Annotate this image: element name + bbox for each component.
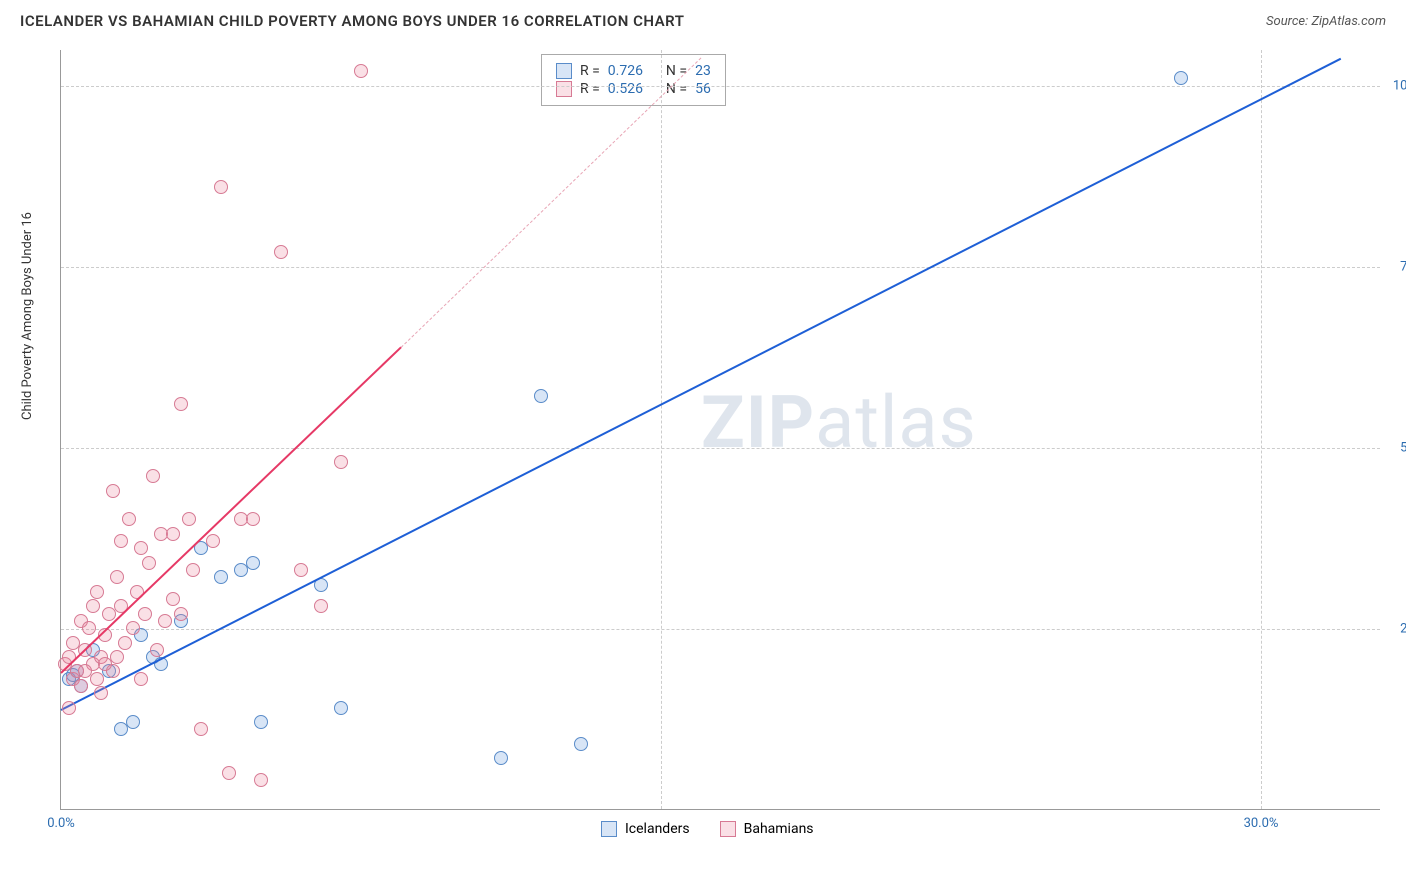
data-point <box>354 64 368 78</box>
data-point <box>62 701 76 715</box>
data-point <box>90 672 104 686</box>
data-point <box>94 686 108 700</box>
data-point <box>206 534 220 548</box>
data-point <box>146 469 160 483</box>
data-point <box>138 607 152 621</box>
gridline-vertical <box>1261 50 1262 809</box>
data-point <box>174 607 188 621</box>
data-point <box>246 512 260 526</box>
data-point <box>166 527 180 541</box>
data-point <box>90 585 104 599</box>
legend-item: Icelanders <box>601 821 690 837</box>
gridline-horizontal <box>61 86 1380 87</box>
data-point <box>182 512 196 526</box>
data-point <box>294 563 308 577</box>
data-point <box>334 701 348 715</box>
data-point <box>214 570 228 584</box>
data-point <box>254 715 268 729</box>
data-point <box>214 180 228 194</box>
series-swatch <box>601 821 617 837</box>
data-point <box>82 621 96 635</box>
data-point <box>166 592 180 606</box>
trend-line <box>61 57 1342 710</box>
data-point <box>74 679 88 693</box>
legend-item: Bahamians <box>720 821 814 837</box>
data-point <box>222 766 236 780</box>
data-point <box>574 737 588 751</box>
legend: Icelanders Bahamians <box>601 821 814 837</box>
data-point <box>110 650 124 664</box>
data-point <box>534 389 548 403</box>
data-point <box>126 621 140 635</box>
data-point <box>86 599 100 613</box>
series-swatch <box>556 81 572 97</box>
series-swatch <box>720 821 736 837</box>
trend-line <box>60 347 401 674</box>
series-swatch <box>556 63 572 79</box>
data-point <box>334 455 348 469</box>
data-point <box>1174 71 1188 85</box>
chart-area: ZIPatlas R = 0.726 N = 23R = 0.526 N = 5… <box>60 50 1380 850</box>
data-point <box>314 599 328 613</box>
data-point <box>142 556 156 570</box>
y-tick-label: 25.0% <box>1400 622 1406 637</box>
data-point <box>274 245 288 259</box>
data-point <box>150 643 164 657</box>
y-tick-label: 100.0% <box>1393 79 1406 94</box>
source-attribution: Source: ZipAtlas.com <box>1266 14 1386 29</box>
data-point <box>194 722 208 736</box>
y-tick-label: 50.0% <box>1400 441 1406 456</box>
y-axis-label: Child Poverty Among Boys Under 16 <box>20 212 35 420</box>
correlation-stats-box: R = 0.726 N = 23R = 0.526 N = 56 <box>541 54 726 106</box>
data-point <box>122 512 136 526</box>
gridline-horizontal <box>61 448 1380 449</box>
x-tick-label: 30.0% <box>1244 816 1279 831</box>
stats-row: R = 0.526 N = 56 <box>556 81 711 97</box>
chart-title: ICELANDER VS BAHAMIAN CHILD POVERTY AMON… <box>20 12 684 30</box>
plot-region: ZIPatlas R = 0.726 N = 23R = 0.526 N = 5… <box>60 50 1380 810</box>
data-point <box>174 397 188 411</box>
data-point <box>186 563 200 577</box>
data-point <box>158 614 172 628</box>
data-point <box>110 570 124 584</box>
y-tick-label: 75.0% <box>1400 260 1406 275</box>
data-point <box>134 541 148 555</box>
data-point <box>494 751 508 765</box>
gridline-vertical <box>661 50 662 809</box>
data-point <box>114 534 128 548</box>
data-point <box>254 773 268 787</box>
data-point <box>126 715 140 729</box>
data-point <box>134 672 148 686</box>
gridline-horizontal <box>61 267 1380 268</box>
watermark: ZIPatlas <box>701 380 977 465</box>
gridline-horizontal <box>61 629 1380 630</box>
data-point <box>118 636 132 650</box>
data-point <box>246 556 260 570</box>
x-tick-label: 0.0% <box>47 816 75 831</box>
data-point <box>106 484 120 498</box>
